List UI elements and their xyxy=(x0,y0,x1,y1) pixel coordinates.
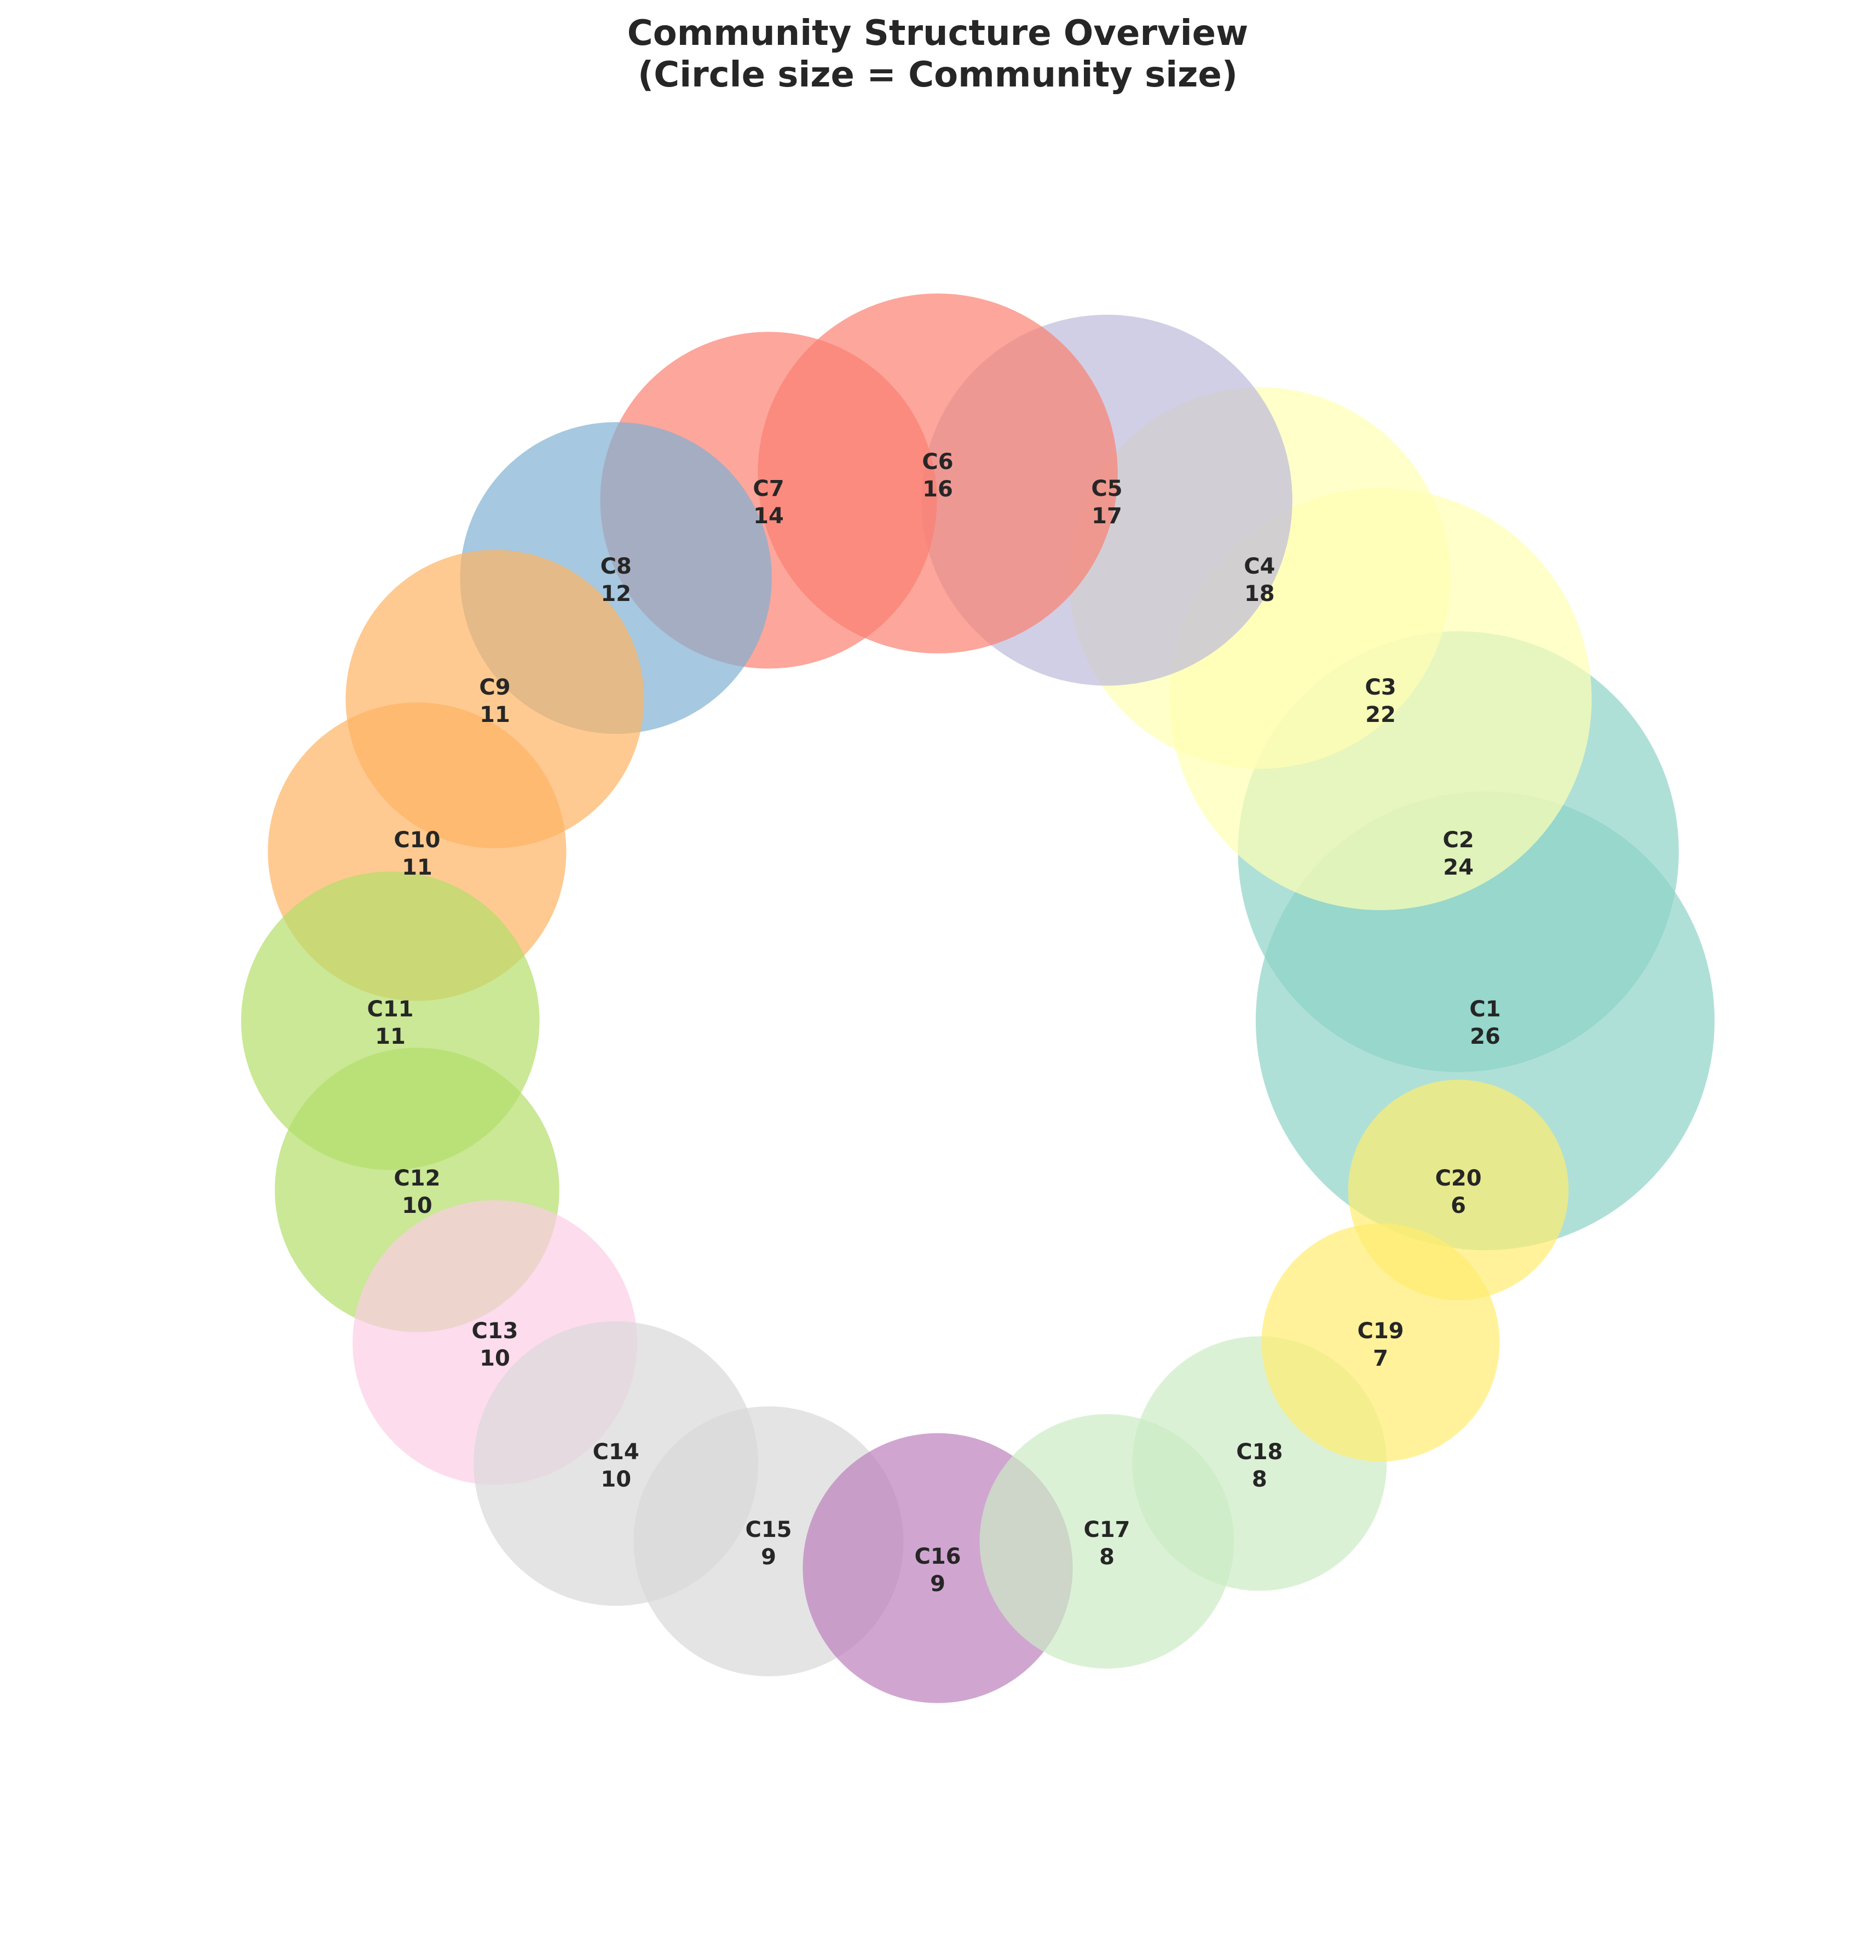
community-size-c16: 9 xyxy=(930,1571,945,1597)
community-id-c20: C20 xyxy=(1435,1166,1482,1191)
community-label-c11: C11 11 xyxy=(367,997,413,1049)
community-size-c1: 26 xyxy=(1470,1024,1500,1049)
community-label-c6: C6 16 xyxy=(922,449,953,502)
community-id-c16: C16 xyxy=(914,1544,961,1569)
community-size-c15: 9 xyxy=(761,1545,776,1570)
community-id-c13: C13 xyxy=(471,1319,518,1344)
community-label-c14: C14 10 xyxy=(593,1439,639,1492)
community-size-c6: 16 xyxy=(922,477,953,502)
community-label-c10: C10 11 xyxy=(394,828,440,880)
community-label-c3: C3 22 xyxy=(1365,675,1396,727)
community-label-c20: C20 6 xyxy=(1435,1166,1482,1218)
community-id-c17: C17 xyxy=(1083,1517,1130,1542)
community-size-c7: 14 xyxy=(753,504,784,529)
community-id-c14: C14 xyxy=(593,1439,639,1465)
community-label-c4: C4 18 xyxy=(1244,554,1275,606)
community-id-c5: C5 xyxy=(1091,476,1122,501)
community-size-c3: 22 xyxy=(1365,702,1396,727)
community-size-c10: 11 xyxy=(402,855,432,880)
community-id-c19: C19 xyxy=(1357,1319,1404,1344)
community-label-c12: C12 10 xyxy=(394,1166,440,1218)
community-size-c8: 12 xyxy=(601,581,631,606)
community-id-c8: C8 xyxy=(601,554,632,579)
chart-title: Community Structure Overview xyxy=(627,13,1248,54)
community-size-c12: 10 xyxy=(402,1193,432,1218)
community-label-c13: C13 10 xyxy=(471,1319,518,1371)
community-label-c18: C18 8 xyxy=(1236,1439,1283,1492)
community-id-c18: C18 xyxy=(1236,1439,1283,1465)
community-id-c9: C9 xyxy=(479,675,510,700)
community-id-c7: C7 xyxy=(753,476,784,501)
community-id-c11: C11 xyxy=(367,997,413,1022)
community-label-c8: C8 12 xyxy=(601,554,632,606)
community-label-c17: C17 8 xyxy=(1083,1517,1130,1570)
community-id-c2: C2 xyxy=(1443,828,1474,853)
community-label-c16: C16 9 xyxy=(914,1544,961,1597)
community-label-c2: C2 24 xyxy=(1443,828,1474,880)
community-size-c19: 7 xyxy=(1373,1346,1388,1371)
community-label-c7: C7 14 xyxy=(753,476,784,529)
bubble-layer xyxy=(241,293,1715,1703)
community-size-c13: 10 xyxy=(480,1346,510,1371)
community-size-c20: 6 xyxy=(1451,1193,1466,1218)
community-size-c4: 18 xyxy=(1244,581,1275,606)
community-label-c5: C5 17 xyxy=(1091,476,1122,529)
community-id-c3: C3 xyxy=(1365,675,1396,700)
community-size-c5: 17 xyxy=(1092,504,1122,529)
community-id-c4: C4 xyxy=(1244,554,1275,579)
community-label-c19: C19 7 xyxy=(1357,1319,1404,1371)
community-size-c18: 8 xyxy=(1252,1467,1267,1492)
community-size-c14: 10 xyxy=(601,1467,631,1492)
chart-subtitle: (Circle size = Community size) xyxy=(638,55,1238,95)
community-id-c12: C12 xyxy=(394,1166,440,1191)
community-label-c9: C9 11 xyxy=(479,675,510,727)
community-size-c9: 11 xyxy=(480,702,510,727)
community-id-c15: C15 xyxy=(745,1517,792,1542)
community-size-c17: 8 xyxy=(1099,1545,1115,1570)
community-size-c2: 24 xyxy=(1443,855,1474,880)
community-id-c10: C10 xyxy=(394,828,440,853)
community-label-c1: C1 26 xyxy=(1469,997,1500,1049)
community-id-c6: C6 xyxy=(922,449,953,475)
community-label-c15: C15 9 xyxy=(745,1517,792,1570)
community-bubble-c20 xyxy=(1348,1079,1569,1300)
community-size-c11: 11 xyxy=(375,1024,406,1049)
community-id-c1: C1 xyxy=(1469,997,1500,1022)
